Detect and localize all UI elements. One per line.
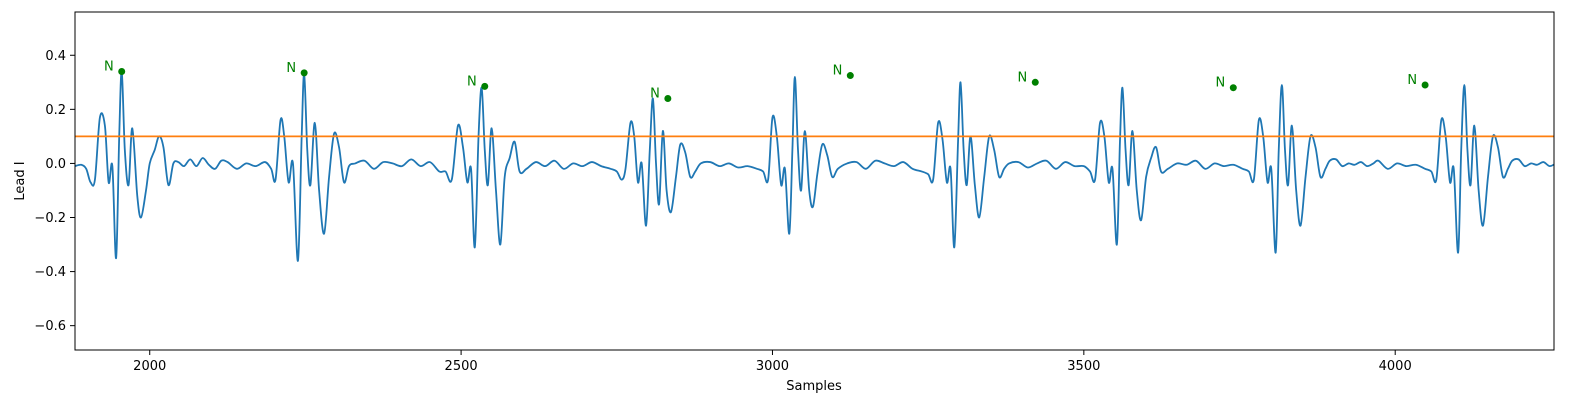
peak-marker-2 (481, 82, 489, 90)
peak-marker-0 (118, 67, 126, 75)
plot-frame (74, 11, 1555, 351)
peak-marker-6 (1229, 84, 1237, 92)
y-tick-label-4: 0.2 (45, 103, 66, 118)
plot-area: N N N N N N N N (75, 59, 1554, 262)
peak-label-7: N (1407, 73, 1417, 88)
peak-label-2: N (467, 74, 477, 89)
peak-label-3: N (650, 87, 660, 102)
x-tick-label-4: 4000 (1379, 359, 1412, 374)
peak-label-1: N (286, 61, 296, 76)
x-tick-label-0: 2000 (133, 359, 166, 374)
peak-label-4: N (833, 64, 843, 79)
y-tick-label-2: −0.2 (34, 211, 66, 226)
peak-marker-7 (1421, 81, 1429, 89)
peak-marker-1 (300, 69, 308, 77)
peak-marker-4 (846, 72, 854, 80)
y-tick-label-1: −0.4 (34, 265, 66, 280)
x-tick-label-1: 2500 (445, 359, 478, 374)
y-tick-label-5: 0.4 (45, 49, 66, 64)
y-tick-label-3: 0.0 (45, 157, 66, 172)
x-tick-label-2: 3000 (756, 359, 789, 374)
peak-label-6: N (1216, 76, 1226, 91)
peak-label-5: N (1018, 70, 1028, 85)
x-axis-label: Samples (786, 379, 842, 394)
axes: 2000 2500 3000 3500 4000 −0.6 −0.4 −0.2 0.0 0.2 0.… (34, 11, 1555, 374)
x-tick-label-3: 3500 (1067, 359, 1100, 374)
peak-marker-5 (1031, 78, 1039, 86)
peak-marker-3 (664, 95, 672, 103)
y-axis-label: Lead I (13, 161, 28, 200)
peak-label-0: N (104, 59, 114, 74)
y-tick-label-0: −0.6 (34, 319, 66, 334)
